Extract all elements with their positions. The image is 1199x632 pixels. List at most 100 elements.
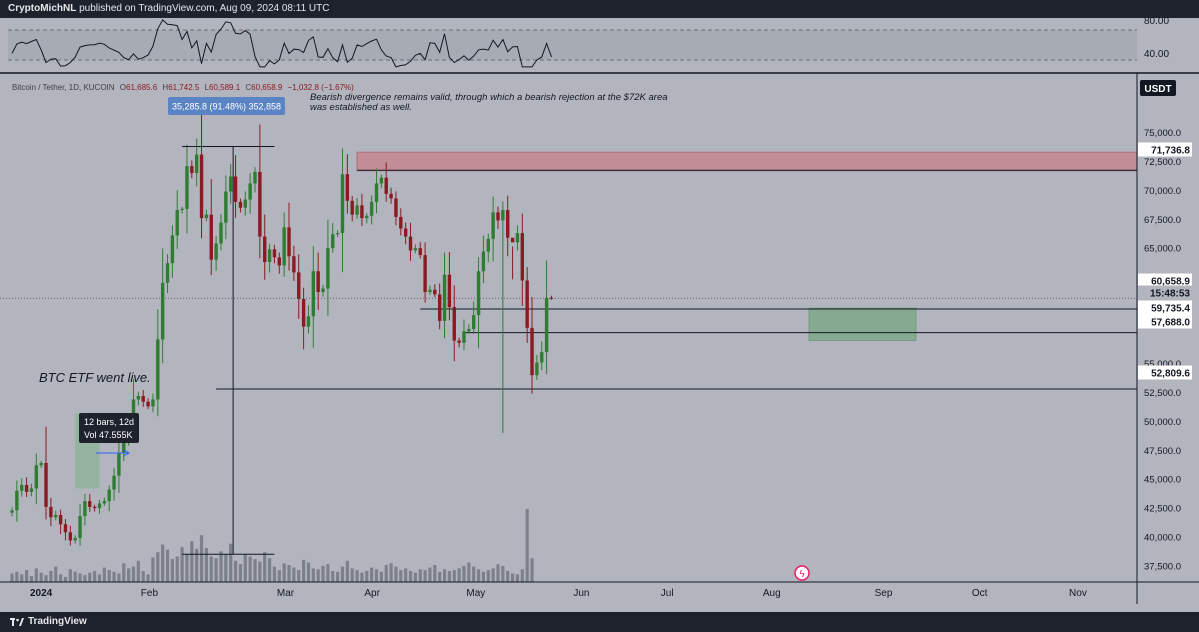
candle[interactable] bbox=[292, 245, 296, 281]
candle[interactable] bbox=[306, 305, 311, 334]
price-label-box[interactable] bbox=[1138, 300, 1192, 315]
candle[interactable] bbox=[428, 285, 432, 295]
candle[interactable] bbox=[360, 193, 364, 226]
candle[interactable] bbox=[180, 206, 184, 214]
candle[interactable] bbox=[160, 248, 165, 364]
candle[interactable] bbox=[457, 337, 461, 348]
candle[interactable] bbox=[83, 493, 87, 526]
candle[interactable] bbox=[194, 138, 199, 187]
candle[interactable] bbox=[282, 212, 286, 277]
candle[interactable] bbox=[467, 324, 471, 334]
candle[interactable] bbox=[34, 453, 38, 505]
candle[interactable] bbox=[224, 175, 228, 240]
candle[interactable] bbox=[525, 267, 529, 343]
candle[interactable] bbox=[24, 477, 29, 498]
candle[interactable] bbox=[267, 243, 272, 273]
candle[interactable] bbox=[185, 144, 189, 234]
candle[interactable] bbox=[472, 301, 476, 334]
candle[interactable] bbox=[287, 202, 291, 271]
candle[interactable] bbox=[510, 237, 515, 280]
candle[interactable] bbox=[350, 196, 354, 222]
candle[interactable] bbox=[540, 341, 544, 371]
candle[interactable] bbox=[263, 214, 267, 280]
candle[interactable] bbox=[389, 187, 393, 204]
candle[interactable] bbox=[199, 110, 204, 239]
candle[interactable] bbox=[107, 485, 111, 512]
author-name[interactable]: CryptoMichNL bbox=[8, 3, 77, 14]
candle[interactable] bbox=[442, 252, 447, 339]
candle[interactable] bbox=[506, 195, 510, 257]
candle[interactable] bbox=[233, 155, 238, 218]
candle[interactable] bbox=[78, 503, 82, 546]
candle[interactable] bbox=[170, 225, 175, 278]
candle[interactable] bbox=[481, 235, 486, 284]
annotation-text[interactable]: Bearish divergence remains valid, throug… bbox=[310, 92, 668, 103]
candle[interactable] bbox=[544, 260, 549, 375]
candle[interactable] bbox=[10, 507, 14, 517]
candle[interactable] bbox=[219, 214, 223, 251]
candle[interactable] bbox=[88, 494, 92, 512]
candle[interactable] bbox=[92, 504, 97, 512]
candle[interactable] bbox=[549, 295, 554, 300]
candle[interactable] bbox=[530, 297, 534, 394]
candle[interactable] bbox=[297, 254, 301, 319]
candle[interactable] bbox=[272, 244, 277, 264]
candle[interactable] bbox=[146, 398, 150, 410]
candle[interactable] bbox=[413, 244, 418, 254]
candle[interactable] bbox=[97, 499, 102, 514]
candle[interactable] bbox=[486, 233, 490, 263]
candle[interactable] bbox=[326, 219, 330, 316]
price-label-box[interactable] bbox=[1138, 365, 1192, 380]
price-label-box[interactable] bbox=[1138, 314, 1192, 329]
candle[interactable] bbox=[112, 468, 116, 501]
candle[interactable] bbox=[379, 174, 384, 189]
candle[interactable] bbox=[141, 389, 145, 407]
candle[interactable] bbox=[423, 242, 427, 303]
candle[interactable] bbox=[418, 241, 422, 259]
candle[interactable] bbox=[102, 497, 107, 506]
candle[interactable] bbox=[243, 191, 247, 216]
candle[interactable] bbox=[238, 198, 243, 213]
footer-brand[interactable]: TradingView bbox=[28, 616, 87, 627]
candle[interactable] bbox=[501, 201, 505, 433]
candle[interactable] bbox=[49, 497, 53, 527]
candle[interactable] bbox=[68, 525, 73, 546]
measure-label-box[interactable] bbox=[168, 97, 285, 115]
candle[interactable] bbox=[369, 195, 374, 225]
etf-annotation[interactable]: BTC ETF went live. bbox=[39, 370, 151, 385]
candle[interactable] bbox=[190, 160, 194, 179]
candle[interactable] bbox=[136, 391, 141, 406]
candle[interactable] bbox=[165, 254, 170, 294]
candle[interactable] bbox=[476, 257, 481, 349]
candle[interactable] bbox=[29, 483, 34, 497]
currency-badge[interactable] bbox=[1140, 80, 1176, 96]
price-label-box[interactable] bbox=[1138, 142, 1192, 157]
candle[interactable] bbox=[117, 442, 121, 493]
candle[interactable] bbox=[63, 519, 68, 541]
candle[interactable] bbox=[399, 208, 403, 236]
candle[interactable] bbox=[496, 206, 500, 229]
candle[interactable] bbox=[374, 168, 379, 214]
candle[interactable] bbox=[345, 154, 350, 214]
candle[interactable] bbox=[535, 354, 539, 381]
candle[interactable] bbox=[452, 285, 456, 362]
candle[interactable] bbox=[408, 222, 413, 261]
candle[interactable] bbox=[73, 535, 77, 544]
target-zone[interactable] bbox=[808, 307, 917, 342]
price-label-box[interactable] bbox=[1138, 285, 1192, 300]
candle[interactable] bbox=[277, 252, 281, 274]
candle[interactable] bbox=[44, 426, 48, 520]
candle[interactable] bbox=[447, 252, 452, 321]
candle[interactable] bbox=[248, 173, 252, 214]
candle[interactable] bbox=[301, 287, 306, 350]
candle[interactable] bbox=[321, 284, 325, 297]
candle[interactable] bbox=[15, 480, 19, 522]
candle[interactable] bbox=[340, 148, 345, 273]
candle[interactable] bbox=[229, 164, 233, 204]
candle[interactable] bbox=[151, 393, 155, 413]
candle[interactable] bbox=[437, 283, 442, 330]
candle[interactable] bbox=[515, 225, 520, 251]
candle[interactable] bbox=[394, 191, 398, 226]
candle[interactable] bbox=[214, 236, 218, 271]
annotation-text[interactable]: was established as well. bbox=[310, 102, 412, 113]
